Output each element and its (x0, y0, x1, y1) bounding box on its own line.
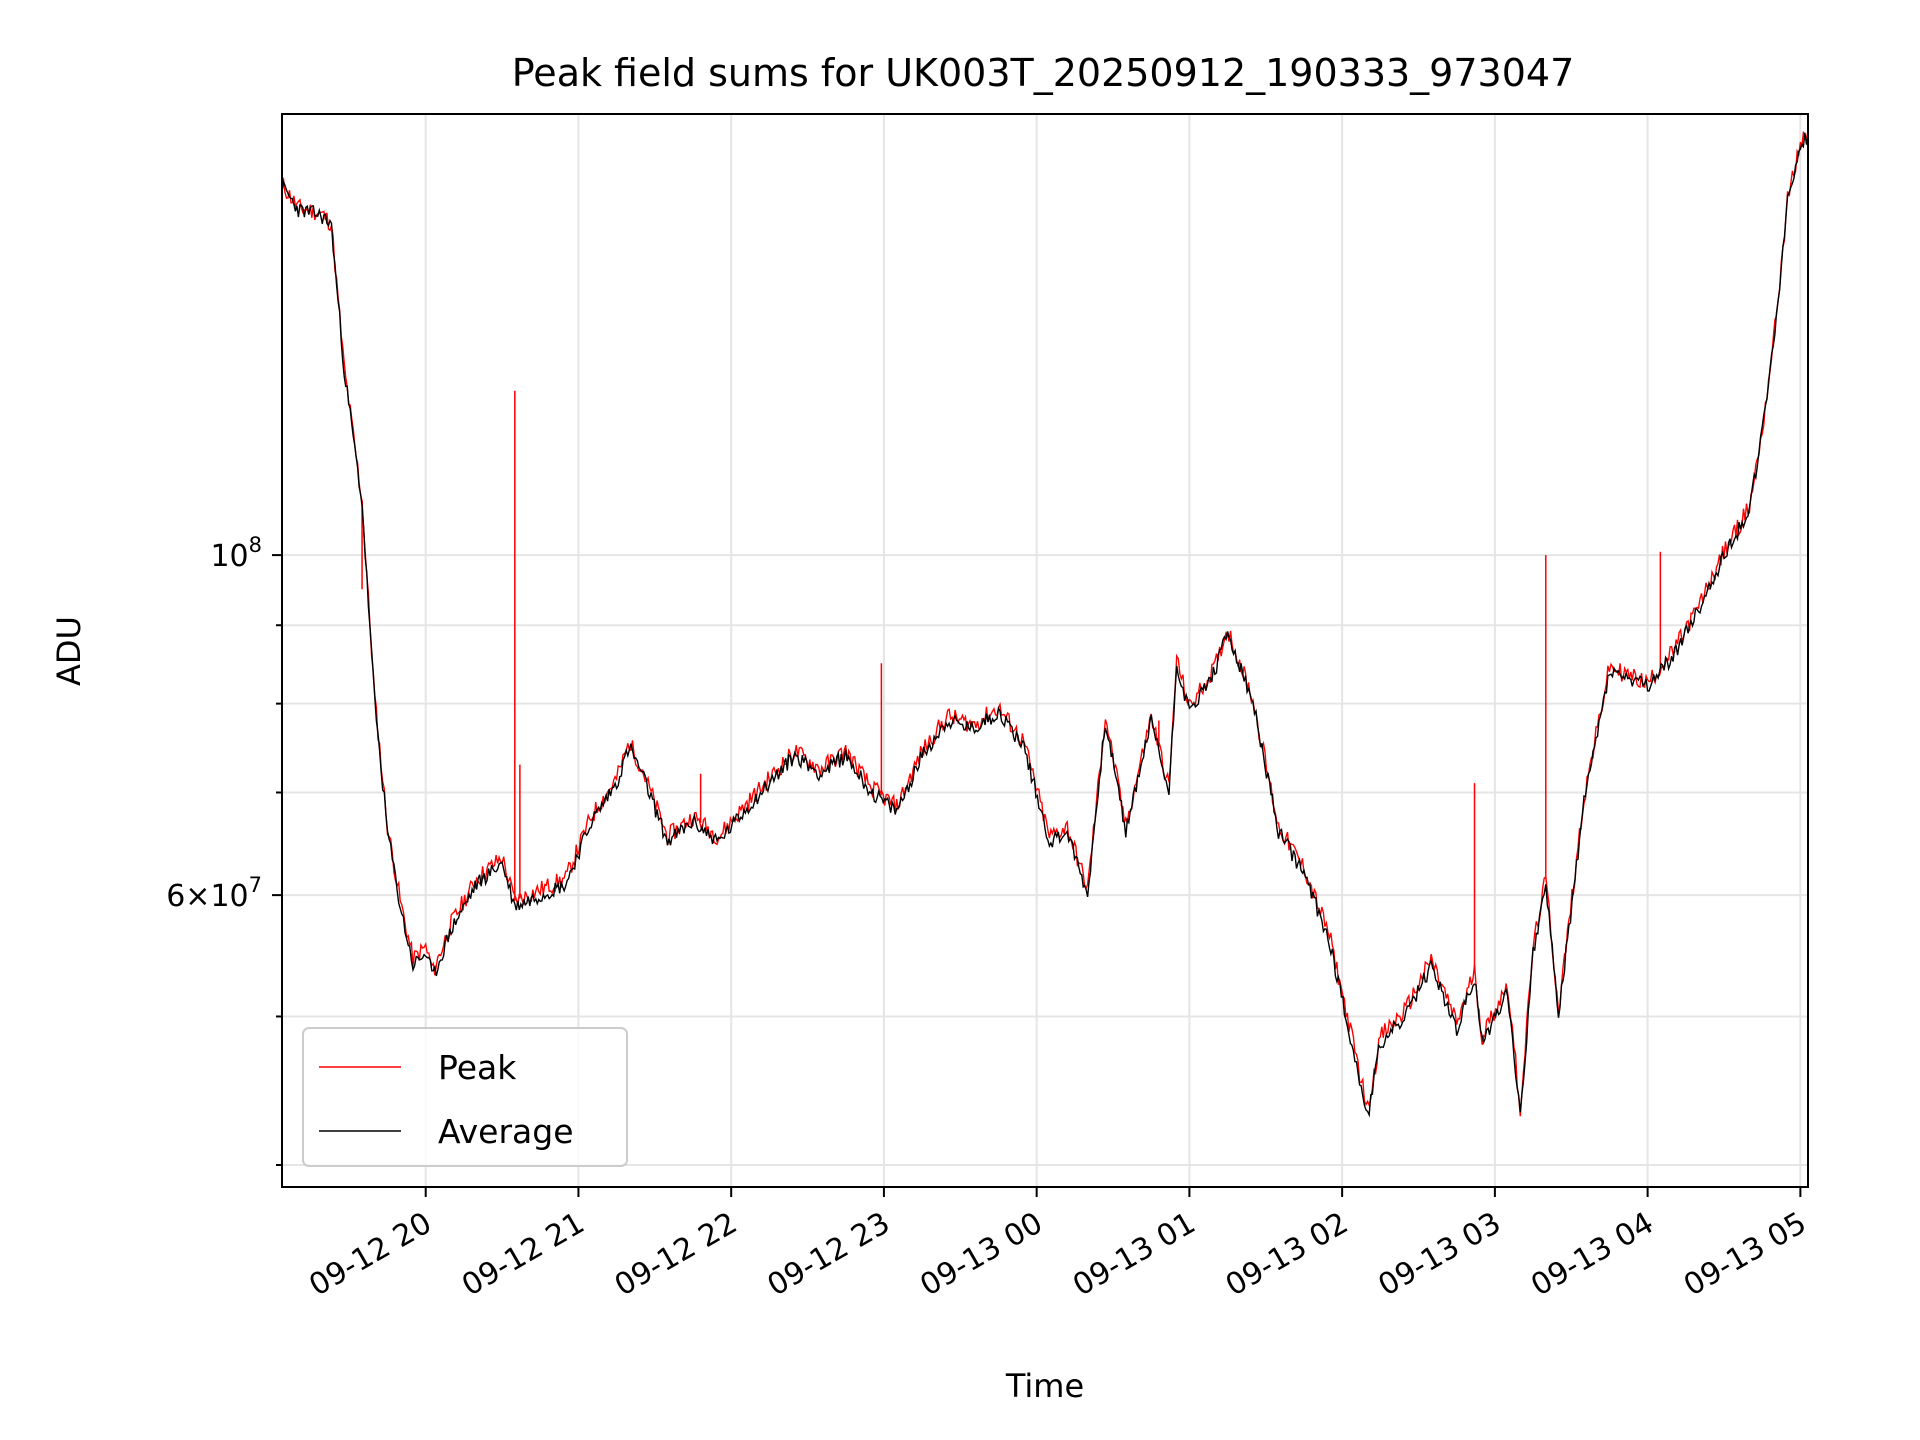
series-line-average (282, 132, 1808, 1118)
y-tick-label: 6×107 (166, 873, 262, 914)
y-axis-label: ADU (50, 616, 88, 686)
grid (282, 114, 1808, 1187)
series-layer (282, 131, 1808, 1118)
plot-frame (281, 113, 1809, 1188)
chart-title: Peak field sums for UK003T_20250912_1903… (512, 51, 1575, 95)
x-axis-label: Time (1005, 1367, 1084, 1405)
legend-label-average: Average (438, 1112, 574, 1151)
legend-label-peak: Peak (438, 1048, 517, 1087)
legend: Peak Average (302, 1027, 628, 1167)
